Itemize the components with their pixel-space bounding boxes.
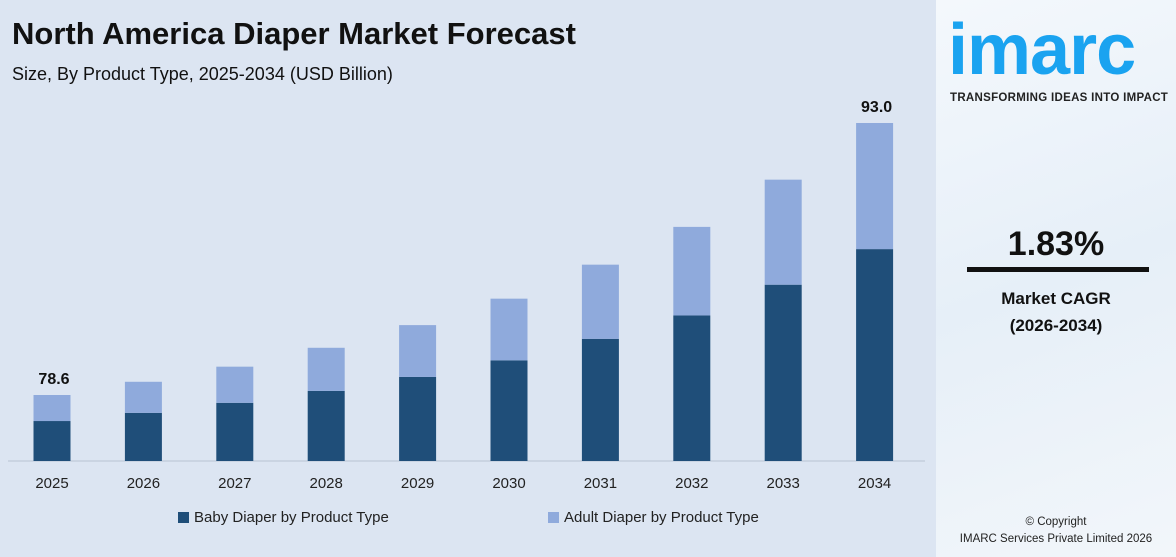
bar-baby-2032 xyxy=(673,315,711,461)
cagr-value: 1.83% xyxy=(1007,225,1105,263)
x-tick-label: 2033 xyxy=(767,475,800,492)
legend-item-baby: Baby Diaper by Product Type xyxy=(178,509,389,526)
bar-adult-2028 xyxy=(307,347,345,391)
x-tick-label: 2029 xyxy=(401,475,434,492)
x-tick-label: 2026 xyxy=(127,475,160,492)
info-panel: imarc TRANSFORMING IDEAS INTO IMPACT 1.8… xyxy=(936,0,1176,557)
bar-adult-2029 xyxy=(399,325,437,377)
bar-baby-2027 xyxy=(216,402,254,461)
x-tick-label: 2027 xyxy=(218,475,251,492)
data-label: 93.0 xyxy=(861,99,892,116)
chart-panel: North America Diaper Market Forecast Siz… xyxy=(8,16,925,526)
data-label: 78.6 xyxy=(38,371,69,388)
legend-label: Baby Diaper by Product Type xyxy=(194,509,389,526)
copyright: © Copyright IMARC Services Private Limit… xyxy=(936,514,1176,548)
x-tick-label: 2034 xyxy=(858,475,891,492)
chart-title: North America Diaper Market Forecast xyxy=(12,16,576,51)
bar-baby-2033 xyxy=(764,284,802,461)
brand-tagline: TRANSFORMING IDEAS INTO IMPACT xyxy=(950,92,1169,104)
bar-adult-2033 xyxy=(764,179,802,285)
bar-baby-2034 xyxy=(856,249,894,461)
chart-subtitle: Size, By Product Type, 2025-2034 (USD Bi… xyxy=(12,64,393,84)
bar-adult-2032 xyxy=(673,226,711,316)
legend-swatch xyxy=(178,512,189,523)
bar-baby-2025 xyxy=(33,421,71,461)
bar-chart: 2025 78.6 2026 2027 2028 2029 2030 2031 2032 2033… xyxy=(8,99,925,492)
bar-adult-2026 xyxy=(124,381,162,413)
bar-baby-2026 xyxy=(124,412,162,461)
legend-item-adult: Adult Diaper by Product Type xyxy=(548,509,759,526)
copyright-line2: IMARC Services Private Limited 2026 xyxy=(959,533,1153,545)
x-tick-label: 2028 xyxy=(310,475,343,492)
bar-adult-2025 xyxy=(33,395,71,422)
x-tick-label: 2030 xyxy=(492,475,525,492)
copyright-line1: © Copyright xyxy=(1025,516,1087,528)
bar-adult-2031 xyxy=(581,264,619,339)
divider xyxy=(967,267,1149,272)
legend-label: Adult Diaper by Product Type xyxy=(564,509,759,526)
bar-adult-2034 xyxy=(856,122,894,250)
cagr-label-text: Market CAGR xyxy=(1001,289,1111,308)
cagr-label: Market CAGR (2026-2034) xyxy=(936,285,1176,339)
x-tick-label: 2032 xyxy=(675,475,708,492)
bar-adult-2027 xyxy=(216,366,254,403)
bar-adult-2030 xyxy=(490,298,528,361)
bar-baby-2031 xyxy=(581,338,619,461)
imarc-logo: imarc xyxy=(948,10,1136,90)
x-tick-label: 2031 xyxy=(584,475,617,492)
bar-baby-2028 xyxy=(307,390,345,461)
x-tick-label: 2025 xyxy=(35,475,68,492)
bar-baby-2029 xyxy=(399,376,437,461)
cagr-period: (2026-2034) xyxy=(1009,316,1103,335)
bar-baby-2030 xyxy=(490,360,528,461)
legend-swatch xyxy=(548,512,559,523)
